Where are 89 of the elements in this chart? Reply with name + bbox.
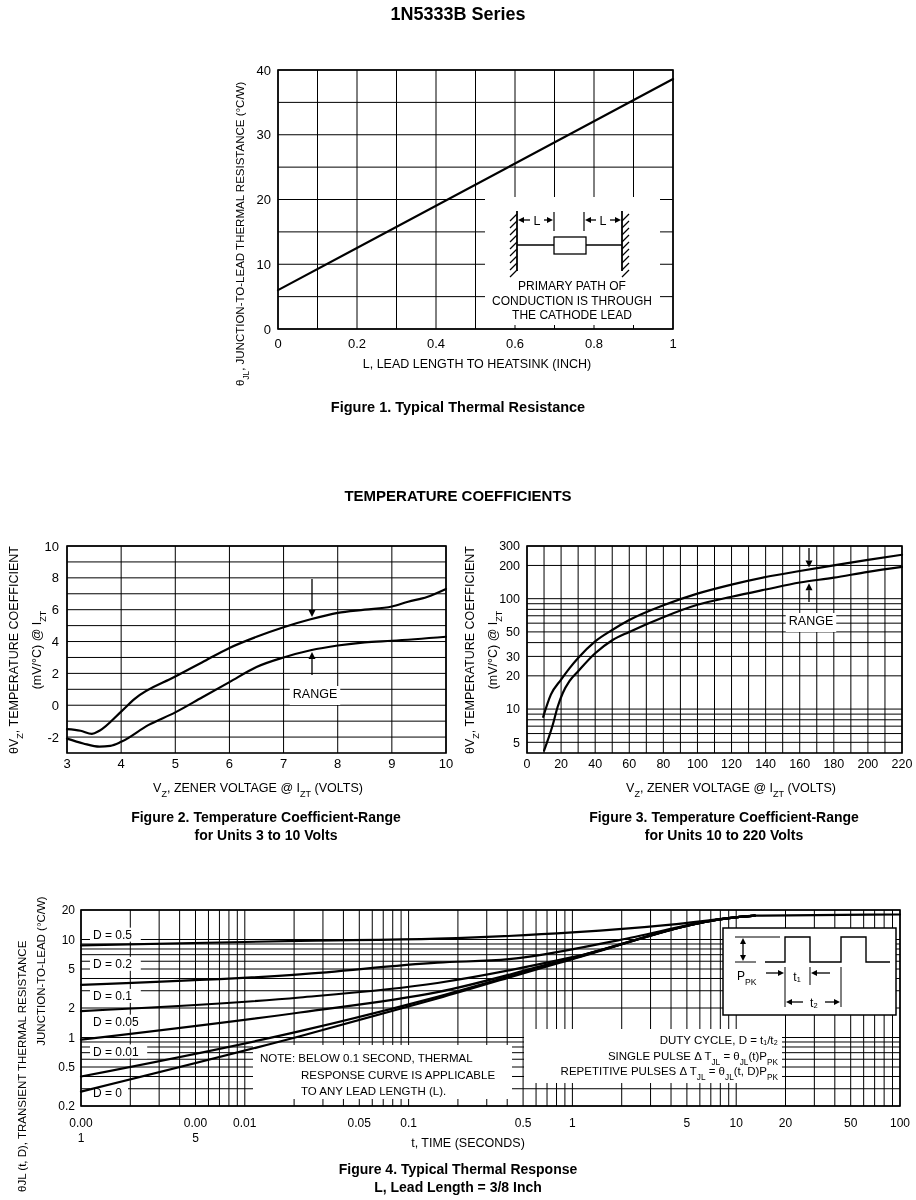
- annotation: t₂: [810, 996, 819, 1010]
- y-tick-label: 0: [51, 697, 59, 713]
- x-tick-label: 6: [225, 756, 234, 771]
- y-tick-label: 300: [499, 539, 521, 554]
- x-tick-label: 0.1: [400, 1116, 418, 1130]
- y-tick-label: 10: [61, 932, 76, 947]
- x-tick-label: 50: [844, 1116, 858, 1130]
- x-tick-label: 20: [778, 1116, 793, 1130]
- chart-title: TEMPERATURE COEFFICIENTS: [344, 487, 572, 504]
- x-tick-label: 3: [63, 756, 71, 771]
- x-tick-label: 200: [857, 757, 879, 771]
- series-label: D = 0.5: [93, 927, 133, 942]
- x-tick-label: 0.4: [426, 336, 446, 351]
- series-label: D = 0.01: [93, 1044, 140, 1059]
- x-tick-label: 160: [789, 757, 811, 771]
- x-tick-label: 140: [755, 757, 777, 771]
- y-tick-label: 30: [506, 649, 521, 664]
- x-tick-label: 5: [683, 1116, 691, 1130]
- x-tick-label: 4: [117, 756, 125, 771]
- x-tick-label: 60: [622, 757, 637, 771]
- x-tick-label: 120: [721, 757, 743, 771]
- x-tick-label: 0.2: [347, 336, 367, 351]
- y-axis-title: θJL (t, D), TRANSIENT THERMAL RESISTANCE JUNCTION-TO-LEAD (°C/W): [16, 896, 47, 1192]
- y-tick-label: 0: [263, 321, 271, 337]
- x-tick-label: 20: [554, 757, 569, 771]
- y-tick-label: 20: [61, 903, 76, 918]
- series-label: D = 0.2: [93, 957, 133, 972]
- series-label: D = 0.1: [93, 989, 133, 1004]
- x-tick-label: 0.8: [584, 336, 604, 351]
- y-tick-label: 6: [51, 602, 59, 618]
- x-tick-label: 0.05: [347, 1116, 372, 1130]
- x-axis-title: V$_{Z}$, ZENER VOLTAGE @ I$_{ZT}$ (VOLTS): [153, 781, 363, 799]
- x-tick-label: 100: [889, 1116, 911, 1130]
- text: DUTY CYCLE, D = t₁/t₂ SINGLE PULSE Δ T$_{JL}$ = θ$_{JL}$(t)P$_{PK}$ REPETITIVE PULSES Δ T$_{JL}$ = θ$_{JL}$(t, D)P$_{PK}$: [560, 1034, 778, 1082]
- y-tick-label: 5: [513, 735, 521, 750]
- x-tick-label: 1: [569, 1116, 577, 1130]
- x-tick-label: 220: [891, 757, 913, 771]
- x-tick-label: 0.00 1: [69, 1116, 93, 1145]
- x-tick-label: 10: [438, 756, 454, 771]
- annotation: PRIMARY PATH OF CONDUCTION IS THROUGH THE CATHODE LEAD: [492, 279, 652, 322]
- text: Figure 3. Temperature Coefficient-Range for Units 10 to 220 Volts: [589, 809, 860, 843]
- annotation: RANGE: [788, 614, 834, 628]
- x-tick-label: 10: [729, 1116, 744, 1130]
- x-tick-label: 5: [171, 756, 179, 771]
- x-tick-label: 180: [823, 757, 845, 771]
- y-tick-label: 2: [68, 1001, 76, 1016]
- y-tick-label: 0.5: [58, 1060, 76, 1075]
- y-tick-label: 40: [256, 62, 271, 78]
- x-tick-label: 1: [669, 336, 677, 351]
- annotation: t₁: [793, 970, 801, 984]
- x-tick-label: 40: [588, 757, 603, 771]
- chart-title: 1N5333B Series: [390, 4, 526, 24]
- text: Figure 1. Typical Thermal Resistance: [330, 399, 586, 415]
- x-tick-label: 0.01: [233, 1116, 257, 1130]
- annotation: RANGE: [292, 687, 338, 701]
- x-axis-title: L, LEAD LENGTH TO HEATSINK (INCH): [362, 357, 592, 371]
- y-tick-label: 1: [68, 1030, 76, 1045]
- x-tick-label: 0.6: [505, 336, 525, 351]
- y-tick-label: 30: [256, 127, 271, 143]
- x-axis-title: V$_{Z}$, ZENER VOLTAGE @ I$_{ZT}$ (VOLTS): [626, 781, 836, 799]
- x-axis-title: t, TIME (SECONDS): [411, 1136, 525, 1150]
- x-tick-label: 0: [274, 336, 282, 351]
- text: Figure 4. Typical Thermal Response L, Lead Length = 3/8 Inch: [338, 1161, 578, 1195]
- x-tick-label: 9: [388, 756, 396, 771]
- annotation: P$_{PK}$: [737, 969, 757, 987]
- x-tick-label: 0: [523, 757, 531, 771]
- x-tick-label: 80: [656, 757, 671, 771]
- y-tick-label: 100: [499, 592, 521, 607]
- x-tick-label: 7: [279, 756, 288, 771]
- y-tick-label: 10: [506, 702, 521, 717]
- y-tick-label: 8: [51, 570, 59, 586]
- y-tick-label: 20: [506, 669, 521, 684]
- annotation: NOTE: BELOW 0.1 SECOND, THERMAL RESPONSE CURVE IS APPLICABLE TO ANY LEAD LENGTH (L).: [260, 1052, 496, 1097]
- y-tick-label: 50: [506, 625, 521, 640]
- annotation: L: [599, 214, 607, 228]
- y-tick-label: 4: [51, 634, 59, 650]
- annotation: L: [533, 214, 541, 228]
- x-tick-label: 8: [334, 756, 342, 771]
- text: Figure 2. Temperature Coefficient-Range for Units 3 to 10 Volts: [131, 809, 402, 843]
- y-tick-label: -2: [47, 729, 59, 745]
- y-tick-label: 2: [51, 665, 59, 681]
- y-tick-label: 200: [499, 558, 521, 573]
- y-tick-label: 20: [256, 192, 271, 208]
- x-tick-label: 100: [687, 757, 708, 771]
- y-tick-label: 5: [68, 962, 76, 977]
- x-tick-label: 0.00 5: [183, 1116, 208, 1145]
- y-tick-label: 10: [256, 256, 271, 272]
- y-tick-label: 0.2: [58, 1099, 76, 1114]
- series-label: D = 0.05: [93, 1014, 140, 1029]
